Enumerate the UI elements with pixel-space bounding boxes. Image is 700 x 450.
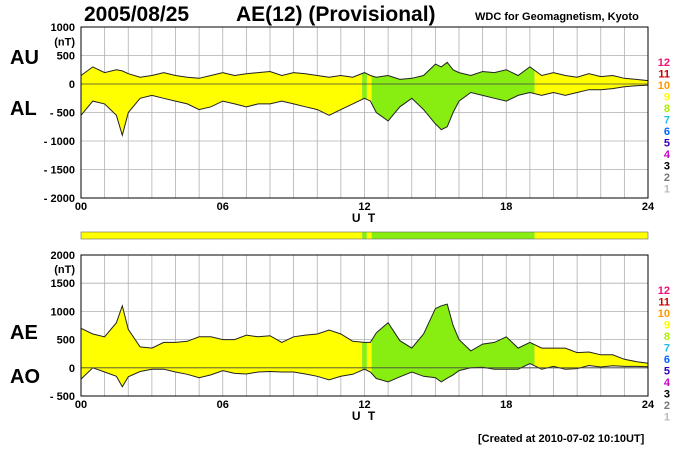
station-count-4: 4 [664, 149, 671, 161]
area-fill-yellow [81, 305, 363, 387]
plot-date: 2005/08/25 [84, 3, 190, 26]
area-fill-yellow [366, 340, 372, 374]
y-unit-label: (nT) [54, 36, 75, 48]
station-count-2: 2 [664, 172, 670, 184]
series-label-ae: AE [10, 322, 38, 344]
y-tick-label: - 2000 [44, 193, 75, 205]
x-tick-label: 00 [75, 399, 87, 411]
area-fill-yellow [534, 344, 648, 370]
station-count-3: 3 [664, 389, 670, 401]
y-tick-label: 0 [69, 79, 75, 91]
y-tick-label: 2000 [51, 250, 75, 262]
y-tick-label: - 1000 [44, 136, 75, 148]
station-bar-segment [534, 232, 648, 239]
station-bar-segment [362, 232, 367, 239]
station-count-9: 9 [664, 92, 670, 104]
station-bar-segment [366, 232, 372, 239]
station-count-12: 12 [658, 285, 670, 297]
x-tick-label: 24 [642, 399, 655, 411]
y-tick-label: 500 [57, 335, 75, 347]
station-count-6: 6 [664, 126, 670, 138]
y-tick-label: - 500 [50, 391, 75, 403]
y-tick-label: 1000 [51, 22, 75, 34]
series-line-ao [80, 363, 649, 388]
station-count-11: 11 [658, 69, 670, 81]
station-count-10: 10 [658, 308, 670, 320]
x-tick-label: 00 [75, 201, 87, 213]
created-timestamp: [Created at 2010-07-02 10:10UT] [478, 433, 645, 445]
station-bar-segment [81, 232, 363, 239]
series-line-au [80, 61, 649, 82]
area-fill-green [362, 72, 367, 100]
station-count-8: 8 [664, 103, 670, 115]
series-line-ae [80, 303, 649, 364]
y-tick-label: - 1500 [44, 165, 75, 177]
x-tick-label: 06 [217, 399, 229, 411]
station-count-5: 5 [664, 138, 670, 150]
station-count-2: 2 [664, 400, 670, 412]
x-tick-label: 24 [642, 201, 655, 213]
area-fill-yellow [366, 73, 372, 104]
x-tick-label: 12 [358, 399, 370, 411]
y-unit-label: (nT) [54, 264, 75, 276]
series-label-ao: AO [10, 366, 40, 388]
area-fill-green [371, 304, 535, 382]
data-source-label: WDC for Geomagnetism, Kyoto [475, 11, 639, 23]
area-fill-green [362, 342, 367, 371]
station-count-7: 7 [664, 115, 670, 127]
station-count-5: 5 [664, 366, 670, 378]
plot-frame [80, 254, 649, 397]
station-count-1: 1 [664, 184, 670, 196]
x-tick-label: 12 [358, 201, 370, 213]
station-count-9: 9 [664, 320, 670, 332]
station-bar-frame [80, 231, 649, 240]
x-tick-label: 18 [500, 201, 512, 213]
station-count-7: 7 [664, 343, 670, 355]
station-bar-segment [371, 232, 535, 239]
station-count-1: 1 [664, 412, 670, 424]
plot-title: AE(12) (Provisional) [236, 3, 436, 26]
y-tick-label: 1500 [51, 278, 75, 290]
station-count-4: 4 [664, 377, 671, 389]
y-tick-label: 1000 [51, 306, 75, 318]
station-count-3: 3 [664, 161, 670, 173]
station-count-6: 6 [664, 354, 670, 366]
station-count-8: 8 [664, 331, 670, 343]
area-fill-yellow [534, 70, 648, 96]
panel-au-al [80, 26, 649, 199]
station-count-10: 10 [658, 80, 670, 92]
panel-ae-ao [80, 254, 649, 397]
x-tick-label: 06 [217, 201, 229, 213]
x-tick-label: 18 [500, 399, 512, 411]
area-fill-green [371, 62, 535, 130]
series-label-al: AL [10, 98, 37, 120]
station-count-12: 12 [658, 57, 670, 69]
series-label-au: AU [10, 47, 39, 69]
y-tick-label: - 500 [50, 108, 75, 120]
y-tick-label: 0 [69, 363, 75, 375]
station-count-11: 11 [658, 297, 670, 309]
x-axis-label: U T [352, 409, 377, 423]
series-line-al [80, 84, 649, 138]
x-axis-label: U T [352, 211, 377, 225]
y-tick-label: 500 [57, 51, 75, 63]
plot-frame [80, 26, 649, 199]
